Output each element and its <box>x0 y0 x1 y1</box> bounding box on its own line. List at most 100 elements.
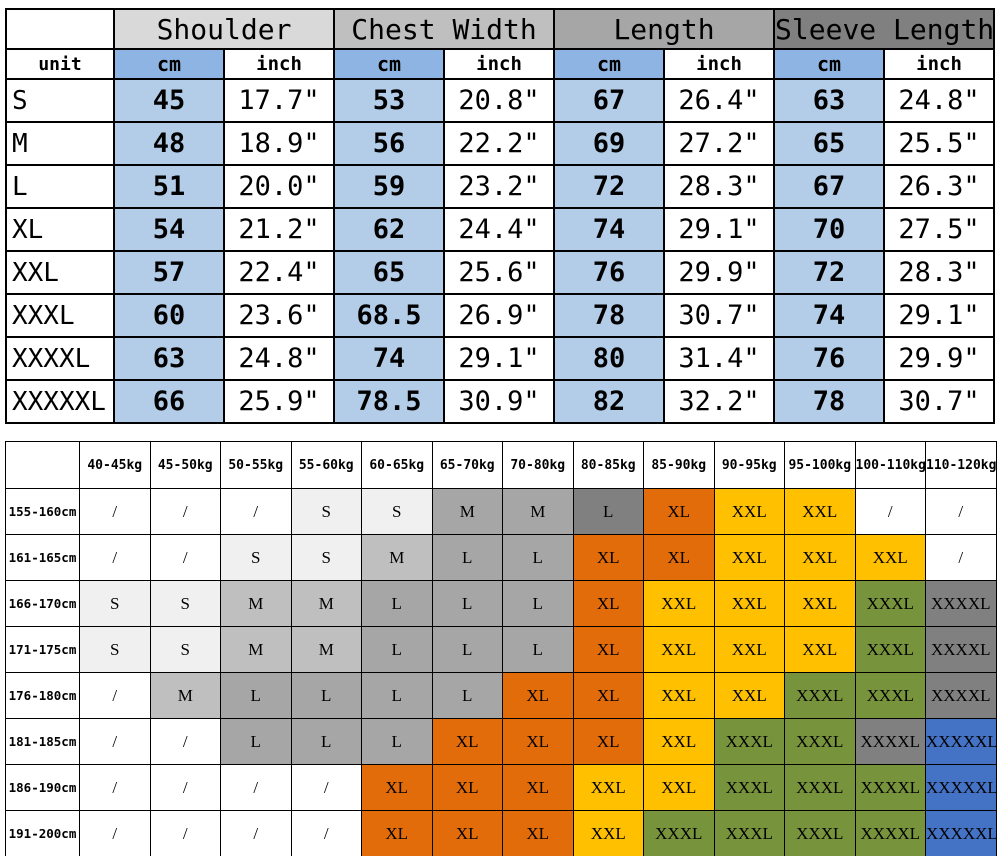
fit-cell: XXL <box>713 488 785 535</box>
cm-value-cell: 62 <box>333 207 446 252</box>
fit-cell: XL <box>572 626 644 673</box>
fit-cell: / <box>79 764 151 811</box>
fit-cell: / <box>149 764 221 811</box>
height-label-cell: 171-175cm <box>5 626 80 673</box>
cm-value-cell: 72 <box>553 164 666 209</box>
cm-value-cell: 60 <box>113 293 225 338</box>
weight-header-55-60kg: 55-60kg <box>290 441 362 489</box>
fit-cell: / <box>220 764 292 811</box>
fit-cell: XXL <box>713 534 785 581</box>
size-row-m: M 48 18.9" 56 22.2" 69 27.2" 65 25.5" <box>5 121 996 166</box>
fit-cell: XL <box>572 534 644 581</box>
cm-value-cell: 53 <box>333 78 446 123</box>
fit-cell: XXL <box>643 718 715 765</box>
cm-value-cell: 74 <box>333 336 446 381</box>
cm-value-cell: 45 <box>113 78 225 123</box>
fit-cell: L <box>572 488 644 535</box>
fit-cell: / <box>925 488 997 535</box>
fit-cell: XL <box>502 672 574 719</box>
fit-cell: XXXXXL <box>925 810 997 856</box>
fit-cell: / <box>149 488 221 535</box>
inch-value-cell: 23.2" <box>443 164 556 209</box>
cm-value-cell: 76 <box>553 250 666 295</box>
size-table-corner-cell <box>5 8 115 50</box>
inch-value-cell: 26.4" <box>663 78 776 123</box>
fit-cell: M <box>149 672 221 719</box>
cm-value-cell: 78.5 <box>333 379 446 424</box>
fit-cell: L <box>361 672 433 719</box>
fit-cell: XXXL <box>784 810 856 856</box>
fit-cell: XXL <box>572 764 644 811</box>
fit-cell: L <box>431 626 503 673</box>
inch-value-cell: 28.3" <box>663 164 776 209</box>
fit-cell: XXXXL <box>854 810 926 856</box>
fit-cell: XXL <box>713 580 785 627</box>
fit-cell: L <box>361 580 433 627</box>
fit-cell: XL <box>431 764 503 811</box>
size-row-xxxl: XXXL 60 23.6" 68.5 26.9" 78 30.7" 74 29.1" <box>5 293 996 338</box>
fit-table-body: 155-160cm / / / S S M M L XL XXL XXL //161-165cm / / S S… <box>5 488 997 856</box>
fit-cell: M <box>290 580 362 627</box>
fit-cell: XXXL <box>854 672 926 719</box>
fit-row-186-190cm: 186-190cm / / / / XL XL XL XXL XXL XXXL XXXL XXXXL XX… <box>5 764 997 811</box>
inch-value-cell: 21.2" <box>222 207 336 252</box>
inch-value-cell: 29.9" <box>883 336 996 381</box>
fit-cell: / <box>220 488 292 535</box>
cm-value-cell: 68.5 <box>333 293 446 338</box>
cm-value-cell: 72 <box>773 250 886 295</box>
fit-cell: XXXXL <box>854 764 926 811</box>
inch-value-cell: 27.2" <box>663 121 776 166</box>
cm-header-shoulder: cm <box>113 48 225 80</box>
size-name-cell: XXXL <box>5 293 115 338</box>
inch-value-cell: 30.7" <box>883 379 996 424</box>
fit-cell: XXL <box>784 488 856 535</box>
fit-cell: M <box>220 580 292 627</box>
fit-cell: / <box>79 488 151 535</box>
fit-cell: / <box>149 810 221 856</box>
fit-cell: L <box>220 672 292 719</box>
fit-cell: XL <box>361 810 433 856</box>
inch-header-shoulder: inch <box>222 48 336 80</box>
fit-cell: XXL <box>713 626 785 673</box>
inch-value-cell: 30.9" <box>443 379 556 424</box>
fit-cell: L <box>502 626 574 673</box>
fit-row-161-165cm: 161-165cm / / S S M L L XL XL XXL XXL XXL / <box>5 534 997 581</box>
cm-value-cell: 82 <box>553 379 666 424</box>
fit-row-166-170cm: 166-170cm S S M M L L L XL XXL XXL XXL XXXL XXXXL <box>5 580 997 627</box>
weight-header-95-100kg: 95-100kg <box>784 441 856 489</box>
fit-cell: XXXL <box>713 764 785 811</box>
inch-value-cell: 25.9" <box>222 379 336 424</box>
inch-value-cell: 29.1" <box>443 336 556 381</box>
fit-row-155-160cm: 155-160cm / / / S S M M L XL XXL XXL / / <box>5 488 997 535</box>
weight-header-65-70kg: 65-70kg <box>431 441 503 489</box>
fit-cell: XL <box>572 672 644 719</box>
fit-cell: XXL <box>854 534 926 581</box>
fit-cell: S <box>149 580 221 627</box>
cm-value-cell: 76 <box>773 336 886 381</box>
height-label-cell: 186-190cm <box>5 764 80 811</box>
size-row-xl: XL 54 21.2" 62 24.4" 74 29.1" 70 27.5" <box>5 207 996 252</box>
weight-header-100-110kg: 100-110kg <box>854 441 926 489</box>
cm-value-cell: 66 <box>113 379 225 424</box>
height-label-cell: 176-180cm <box>5 672 80 719</box>
fit-cell: S <box>79 626 151 673</box>
fit-row-171-175cm: 171-175cm S S M M L L L XL XXL XXL XXL XXXL XXXXL <box>5 626 997 673</box>
fit-cell: M <box>361 534 433 581</box>
fit-cell: XXXXL <box>925 626 997 673</box>
fit-cell: XXXL <box>784 764 856 811</box>
fit-cell: XXXL <box>784 718 856 765</box>
fit-table-header-row: 40-45kg 45-50kg 50-55kg 55-60kg 60-65kg 65-70… <box>5 441 997 489</box>
cm-value-cell: 59 <box>333 164 446 209</box>
fit-cell: / <box>925 534 997 581</box>
height-label-cell: 181-185cm <box>5 718 80 765</box>
inch-value-cell: 30.7" <box>663 293 776 338</box>
fit-cell: XL <box>643 534 715 581</box>
fit-cell: XXL <box>643 580 715 627</box>
cm-value-cell: 65 <box>333 250 446 295</box>
size-row-xxxxxl: XXXXXL 66 25.9" 78.5 30.9" 82 32.2" 78 30.7" <box>5 379 996 424</box>
cm-value-cell: 78 <box>553 293 666 338</box>
cm-value-cell: 65 <box>773 121 886 166</box>
group-header-length: Length <box>553 8 776 50</box>
fit-cell: XXXL <box>854 580 926 627</box>
